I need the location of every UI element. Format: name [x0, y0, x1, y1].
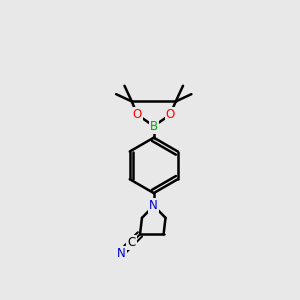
Text: N: N	[149, 199, 158, 212]
Text: O: O	[166, 108, 175, 121]
Text: B: B	[150, 120, 158, 133]
Text: C: C	[128, 236, 136, 249]
Text: N: N	[117, 247, 126, 260]
Text: O: O	[133, 108, 142, 121]
